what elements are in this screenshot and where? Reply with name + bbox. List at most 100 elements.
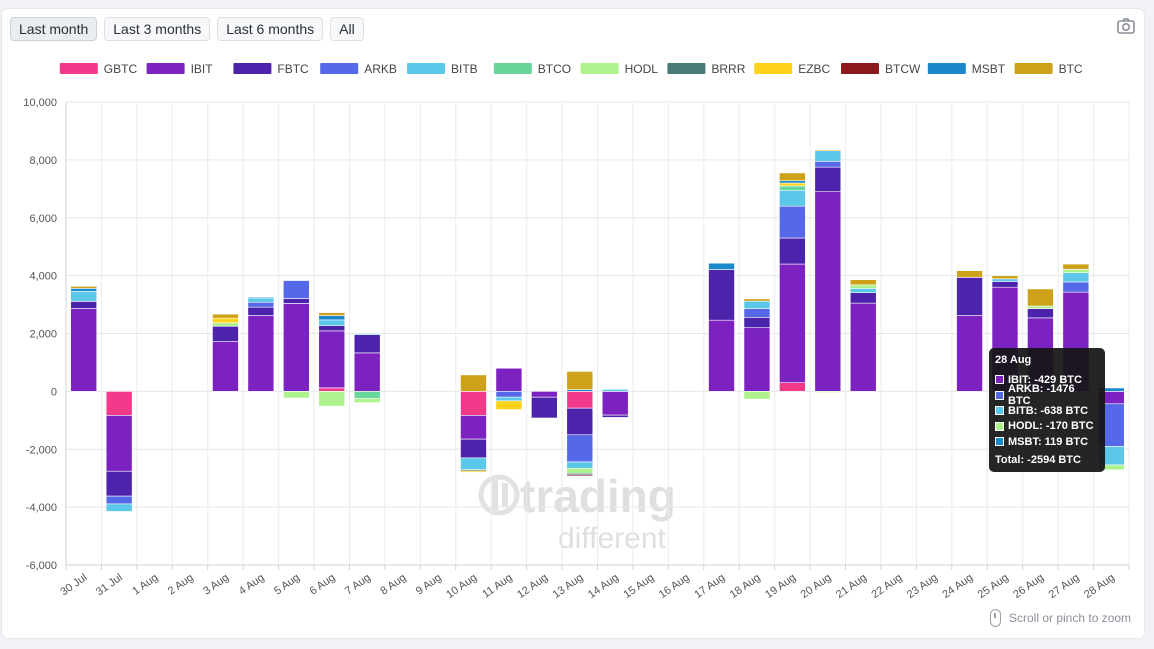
bar-ibit[interactable]	[531, 391, 558, 398]
bar-btco[interactable]	[353, 391, 381, 399]
bar-bitb[interactable]	[849, 288, 877, 293]
bar-arkb[interactable]	[566, 434, 594, 463]
bar-fbtc[interactable]	[105, 470, 133, 497]
bar-btco[interactable]	[779, 185, 806, 191]
bar-bitb[interactable]	[566, 461, 594, 469]
bar-bitb[interactable]	[460, 457, 487, 470]
bar-bitb[interactable]	[779, 189, 806, 207]
legend-item-arkb[interactable]: ARKB	[320, 62, 397, 76]
bar-btc[interactable]	[743, 298, 771, 302]
bar-btcw[interactable]	[566, 474, 594, 477]
bar-bitb[interactable]	[814, 150, 842, 162]
bar-ibit[interactable]	[708, 319, 735, 392]
bar-ezbc[interactable]	[495, 400, 523, 410]
bar-hodl[interactable]	[849, 284, 877, 289]
bar-gbtc[interactable]	[460, 391, 487, 416]
bar-bitb[interactable]	[105, 503, 133, 512]
bar-btc[interactable]	[460, 374, 487, 392]
bar-fbtc[interactable]	[991, 281, 1019, 288]
bar-fbtc[interactable]	[708, 269, 735, 321]
bar-fbtc[interactable]	[743, 316, 771, 329]
bar-hodl[interactable]	[212, 322, 239, 327]
legend-item-bitb[interactable]: BITB	[407, 62, 478, 76]
bar-btc[interactable]	[212, 313, 239, 319]
bar-ibit[interactable]	[283, 303, 310, 392]
bar-hodl[interactable]	[353, 398, 381, 403]
bar-arkb[interactable]	[1062, 281, 1090, 293]
bar-ibit[interactable]	[318, 330, 346, 389]
bar-msbt[interactable]	[779, 180, 806, 184]
bar-msbt[interactable]	[318, 315, 346, 321]
bar-ibit[interactable]	[212, 341, 239, 392]
camera-icon[interactable]	[1116, 16, 1136, 36]
bar-ibit[interactable]	[460, 415, 487, 440]
bar-bitb[interactable]	[353, 333, 381, 335]
bar-btc[interactable]	[814, 149, 842, 152]
bar-msbt[interactable]	[247, 296, 275, 299]
bar-ibit[interactable]	[814, 191, 842, 392]
bar-msbt[interactable]	[70, 288, 98, 292]
legend-item-btc[interactable]: BTC	[1014, 62, 1083, 76]
bar-gbtc[interactable]	[566, 391, 594, 409]
bar-fbtc[interactable]	[849, 292, 877, 304]
bar-btc[interactable]	[566, 371, 594, 390]
bar-ibit[interactable]	[247, 315, 275, 392]
legend-item-gbtc[interactable]: GBTC	[59, 62, 138, 76]
legend-item-brrr[interactable]: BRRR	[667, 62, 746, 76]
legend-item-btco[interactable]: BTCO	[493, 62, 571, 76]
bar-ibit[interactable]	[956, 315, 983, 392]
bar-gbtc[interactable]	[105, 391, 133, 416]
legend-item-fbtc[interactable]: FBTC	[233, 62, 309, 76]
bar-btc[interactable]	[70, 286, 98, 289]
bar-btc[interactable]	[779, 172, 806, 182]
bar-fbtc[interactable]	[247, 306, 275, 316]
bar-hodl[interactable]	[283, 391, 310, 399]
bar-ibit[interactable]	[105, 415, 133, 472]
bar-bitb[interactable]	[247, 297, 275, 303]
bar-fbtc[interactable]	[212, 325, 239, 342]
bar-arkb[interactable]	[283, 280, 310, 299]
bar-ibit[interactable]	[849, 302, 877, 392]
bar-ibit[interactable]	[70, 308, 98, 392]
range-last-month-button[interactable]: Last month	[10, 17, 98, 41]
bar-fbtc[interactable]	[779, 237, 806, 265]
bar-arkb[interactable]	[743, 308, 771, 318]
bar-bitb[interactable]	[991, 278, 1019, 282]
bar-btc[interactable]	[318, 312, 346, 316]
bar-bitb[interactable]	[601, 389, 629, 392]
bar-fbtc[interactable]	[1027, 308, 1054, 319]
bar-gbtc[interactable]	[318, 387, 346, 392]
bar-fbtc[interactable]	[814, 166, 842, 193]
bar-ibit[interactable]	[779, 263, 806, 383]
legend-item-msbt[interactable]: MSBT	[927, 62, 1006, 76]
bar-fbtc[interactable]	[353, 334, 381, 354]
bar-bitb[interactable]	[495, 396, 523, 402]
bar-btc[interactable]	[1062, 263, 1090, 270]
bar-bitb[interactable]	[1062, 272, 1090, 283]
bar-bitb[interactable]	[743, 300, 771, 309]
bar-fbtc[interactable]	[283, 298, 310, 304]
bar-arkb[interactable]	[779, 205, 806, 239]
range-last-3-months-button[interactable]: Last 3 months	[104, 17, 211, 41]
bar-fbtc[interactable]	[318, 325, 346, 332]
bar-ibit[interactable]	[743, 327, 771, 392]
bar-arkb[interactable]	[814, 161, 842, 168]
legend-item-btcw[interactable]: BTCW	[841, 62, 921, 76]
bar-arkb[interactable]	[247, 301, 275, 308]
bar-arkb[interactable]	[105, 495, 133, 505]
bar-msbt[interactable]	[708, 262, 735, 270]
bar-hodl[interactable]	[1027, 305, 1054, 309]
bar-bitb[interactable]	[318, 319, 346, 326]
bar-btc[interactable]	[991, 275, 1019, 280]
bar-hodl[interactable]	[814, 391, 842, 393]
bar-btc[interactable]	[956, 270, 983, 278]
bar-hodl[interactable]	[318, 391, 346, 407]
bar-ezbc[interactable]	[779, 182, 806, 187]
legend-item-hodl[interactable]: HODL	[580, 62, 659, 76]
range-last-6-months-button[interactable]: Last 6 months	[217, 17, 324, 41]
bar-hodl[interactable]	[743, 391, 771, 400]
bar-fbtc[interactable]	[460, 438, 487, 459]
bar-hodl[interactable]	[1062, 268, 1090, 274]
bar-gbtc[interactable]	[779, 382, 806, 392]
bar-fbtc[interactable]	[956, 277, 983, 316]
